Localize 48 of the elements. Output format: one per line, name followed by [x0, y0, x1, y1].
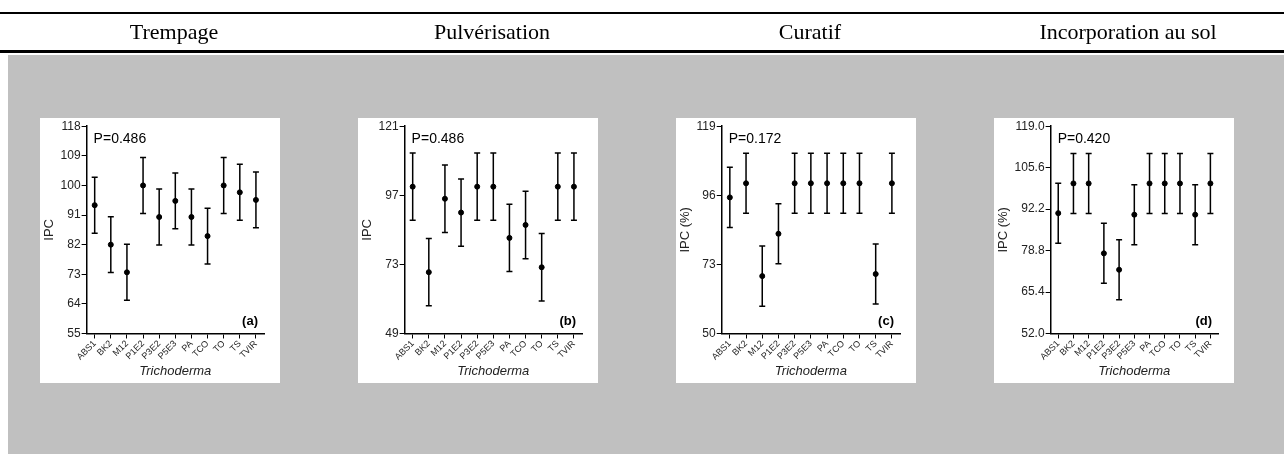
annotation: (b): [559, 312, 576, 328]
y-tick-label: 119: [696, 118, 717, 133]
y-tick-label: 100: [60, 177, 81, 192]
y-tick-label: 73: [385, 256, 399, 271]
y-tick-label: 109: [60, 148, 81, 163]
chart-title: Trempage: [128, 18, 220, 46]
y-tick-label: 49: [385, 325, 399, 340]
y-tick-label: 73: [702, 256, 717, 271]
annotation: P=0.172: [728, 130, 782, 147]
annotation: P=0.420: [1057, 130, 1111, 147]
y-axis-title: IPC: [41, 219, 57, 241]
annotation: P=0.486: [411, 130, 465, 147]
x-tick-label: TO: [529, 338, 545, 355]
y-tick-label: 91: [67, 207, 81, 222]
x-tick-label: TCO: [508, 338, 529, 359]
chart-title: Pulvérisation: [432, 18, 552, 46]
y-tick-label: 78.8: [1021, 242, 1045, 257]
annotation: (d): [1195, 312, 1212, 328]
annotation: (a): [242, 312, 258, 328]
x-tick-label: TO: [846, 338, 863, 355]
y-axis-title: IPC: [359, 219, 375, 241]
y-tick-label: 119.0: [1015, 118, 1045, 133]
x-axis-title: Trichoderma: [774, 362, 847, 378]
y-tick-label: 64: [67, 296, 81, 311]
x-axis-title: Trichoderma: [457, 362, 530, 378]
y-tick-label: 50: [702, 325, 717, 340]
y-tick-label: 82: [67, 236, 81, 251]
y-tick-label: 118: [61, 118, 81, 133]
y-tick-label: 97: [385, 187, 399, 202]
x-tick-label: TO: [211, 338, 227, 355]
x-axis-title: Trichoderma: [1098, 362, 1171, 378]
y-tick-label: 73: [67, 266, 81, 281]
annotation: P=0.486: [93, 130, 147, 147]
y-axis-title: IPC (%): [677, 207, 693, 253]
y-tick-label: 105.6: [1014, 159, 1045, 174]
y-tick-label: 52.0: [1021, 325, 1045, 340]
annotation: (c): [878, 312, 894, 328]
y-axis-title: IPC (%): [995, 207, 1011, 253]
y-tick-label: 55: [67, 325, 81, 340]
y-tick-label: 92.2: [1021, 201, 1045, 216]
y-tick-label: 65.4: [1021, 284, 1045, 299]
y-tick-label: 121: [378, 118, 399, 133]
x-tick-label: TCO: [190, 338, 211, 359]
x-axis-title: Trichoderma: [139, 362, 212, 378]
x-tick-label: TO: [1167, 338, 1184, 355]
chart-title: Curatif: [777, 18, 843, 46]
y-tick-label: 96: [702, 187, 717, 202]
chart-title: Incorporation au sol: [1038, 18, 1218, 46]
